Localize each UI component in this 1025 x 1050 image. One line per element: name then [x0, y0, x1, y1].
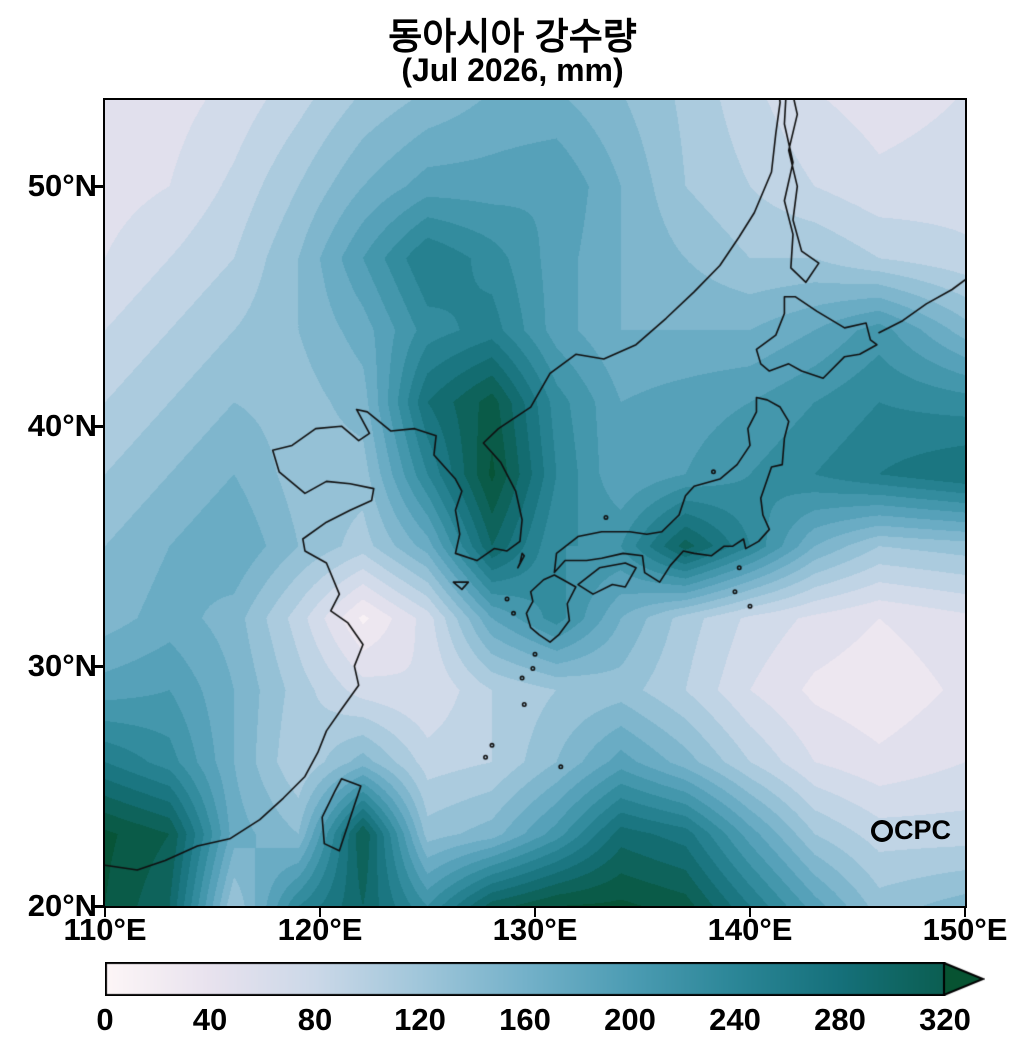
colorbar-tick-label: 0 — [96, 1002, 114, 1037]
y-tick-label: 50°N — [27, 168, 97, 204]
colorbar-tick-label: 200 — [604, 1002, 656, 1037]
x-tick-label: 130°E — [492, 912, 578, 947]
x-tick-mark — [103, 908, 107, 917]
y-tick-label: 20°N — [27, 888, 97, 923]
precipitation-map-canvas — [105, 100, 965, 906]
colorbar-tick-label: 280 — [814, 1002, 866, 1037]
x-tick-mark — [318, 908, 322, 917]
x-tick-mark — [748, 908, 752, 917]
y-tick-mark — [94, 665, 103, 668]
colorbar-tick-label: 320 — [919, 1002, 971, 1037]
colorbar-canvas — [105, 962, 985, 996]
x-tick-mark — [963, 908, 967, 917]
y-tick-label: 30°N — [27, 648, 97, 684]
colorbar-tick-label: 40 — [192, 1002, 228, 1037]
colorbar-tick-label: 160 — [499, 1002, 551, 1037]
cpc-text: CPC — [893, 815, 951, 845]
colorbar-tick-label: 240 — [709, 1002, 761, 1037]
x-tick-label: 120°E — [277, 912, 363, 947]
chart-subtitle: (Jul 2026, mm) — [401, 52, 624, 88]
y-tick-mark — [94, 905, 103, 908]
x-tick-label: 110°E — [63, 912, 147, 947]
y-tick-label: 40°N — [27, 408, 97, 444]
colorbar-tick-label: 80 — [297, 1002, 333, 1037]
y-tick-mark — [94, 425, 103, 428]
chart-title: 동아시아 강수량 — [388, 16, 637, 57]
map-plot: CPC — [103, 98, 967, 908]
colorbar-tick-label: 120 — [394, 1002, 446, 1037]
x-tick-label: 140°E — [707, 912, 793, 947]
x-tick-label: 150°E — [922, 912, 1008, 947]
colorbar: 0 40 80 120 160 200 240 280 320 — [96, 962, 1005, 1042]
cpc-circle-icon — [870, 819, 893, 842]
x-tick-mark — [533, 908, 537, 917]
cpc-logo: CPC — [870, 815, 951, 846]
y-tick-mark — [94, 185, 103, 188]
